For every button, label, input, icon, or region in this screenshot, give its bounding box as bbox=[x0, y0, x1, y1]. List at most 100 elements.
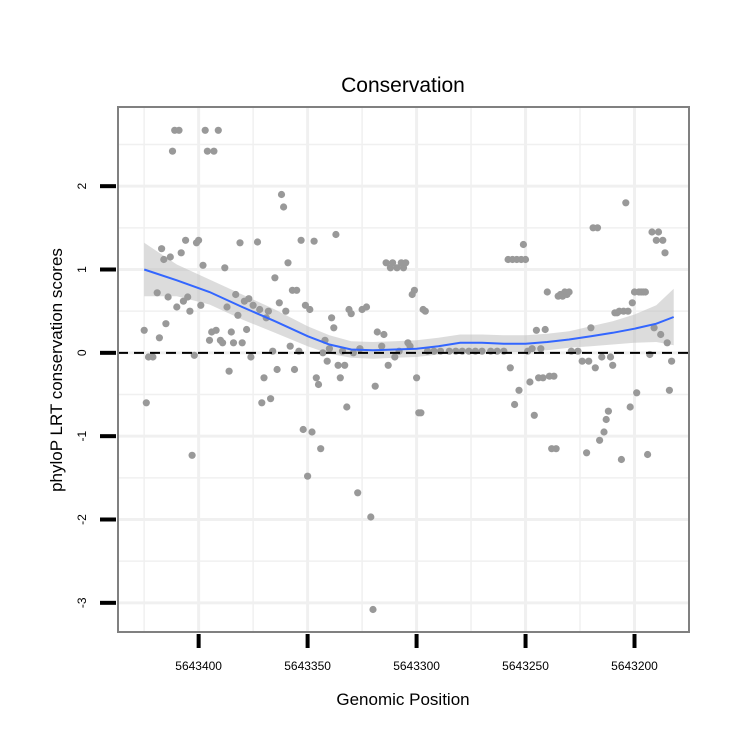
data-point bbox=[223, 303, 231, 311]
data-point bbox=[219, 339, 227, 347]
smooth-line bbox=[143, 268, 675, 352]
data-point bbox=[173, 303, 181, 311]
data-point bbox=[188, 451, 196, 459]
data-point bbox=[626, 403, 634, 411]
y-axis-title: phyloP LRT conservation scores bbox=[47, 248, 66, 492]
data-point bbox=[356, 345, 364, 353]
data-point bbox=[606, 353, 615, 361]
chart-title: Conservation bbox=[341, 74, 465, 97]
data-point bbox=[258, 399, 266, 407]
data-point bbox=[583, 449, 591, 457]
y-axis: 2 1 0 -1 -2 -3 bbox=[75, 183, 116, 608]
data-point bbox=[641, 288, 650, 296]
data-point bbox=[382, 259, 390, 267]
data-point bbox=[155, 334, 163, 342]
data-point bbox=[195, 236, 203, 244]
data-point bbox=[236, 239, 244, 247]
data-point bbox=[277, 190, 286, 199]
data-point bbox=[578, 357, 586, 365]
data-point bbox=[256, 305, 264, 314]
data-point bbox=[430, 347, 438, 355]
data-point bbox=[310, 237, 318, 245]
data-point bbox=[229, 339, 238, 347]
data-point bbox=[354, 489, 362, 497]
data-point bbox=[628, 299, 636, 307]
data-point bbox=[184, 293, 192, 301]
x-tick-label: 5643250 bbox=[502, 659, 549, 673]
data-point bbox=[293, 286, 301, 294]
data-point bbox=[624, 307, 632, 315]
x-tick-label: 5643200 bbox=[611, 659, 658, 673]
data-point bbox=[164, 293, 172, 301]
data-point bbox=[539, 374, 547, 382]
data-point bbox=[160, 255, 168, 264]
data-point bbox=[341, 361, 349, 369]
data-point bbox=[410, 286, 418, 294]
data-point bbox=[521, 255, 530, 264]
data-point bbox=[286, 342, 294, 350]
data-point bbox=[380, 330, 388, 339]
data-point bbox=[334, 361, 342, 369]
data-point bbox=[197, 301, 205, 309]
data-point bbox=[190, 351, 198, 359]
data-point bbox=[299, 425, 307, 434]
y-tick-label: 0 bbox=[75, 349, 89, 356]
data-point bbox=[602, 415, 610, 424]
data-point bbox=[663, 339, 671, 347]
confidence-band bbox=[144, 242, 674, 359]
data-point bbox=[203, 147, 211, 155]
data-point bbox=[158, 245, 166, 253]
data-point bbox=[243, 325, 251, 334]
data-point bbox=[227, 328, 235, 336]
data-point bbox=[140, 326, 148, 334]
data-point bbox=[201, 126, 209, 134]
data-point bbox=[271, 274, 279, 282]
data-point bbox=[214, 126, 222, 134]
data-point bbox=[284, 259, 292, 267]
data-point bbox=[389, 259, 397, 267]
data-point bbox=[166, 253, 174, 261]
grid-lines bbox=[118, 107, 690, 632]
data-point bbox=[530, 411, 538, 419]
data-point bbox=[312, 374, 320, 382]
data-point bbox=[668, 357, 676, 365]
data-point bbox=[537, 345, 545, 353]
data-point bbox=[186, 307, 194, 315]
data-point bbox=[306, 305, 314, 314]
data-point bbox=[550, 372, 558, 380]
data-point bbox=[267, 395, 275, 403]
data-point bbox=[234, 311, 242, 319]
data-point bbox=[362, 303, 371, 311]
data-point bbox=[212, 326, 220, 334]
data-point bbox=[317, 445, 325, 453]
data-point bbox=[413, 374, 421, 382]
x-axis: 5643400 5643350 5643300 5643250 5643200 bbox=[175, 634, 658, 673]
data-point bbox=[205, 336, 214, 344]
data-point bbox=[290, 365, 299, 374]
data-point bbox=[665, 386, 674, 394]
data-point bbox=[182, 236, 190, 244]
y-tick-label: -3 bbox=[75, 597, 89, 608]
x-tick-label: 5643350 bbox=[284, 659, 331, 673]
data-point bbox=[142, 399, 150, 407]
data-point bbox=[598, 353, 606, 361]
data-point bbox=[526, 378, 534, 386]
data-point bbox=[325, 345, 333, 353]
y-tick-label: -2 bbox=[75, 514, 89, 525]
data-point bbox=[332, 230, 340, 239]
data-point bbox=[378, 342, 386, 350]
data-point bbox=[421, 307, 429, 315]
data-point bbox=[323, 357, 331, 365]
data-point bbox=[622, 199, 630, 207]
data-point bbox=[225, 367, 233, 375]
data-point bbox=[280, 203, 288, 211]
data-point bbox=[238, 339, 246, 347]
data-point bbox=[349, 349, 357, 357]
data-point bbox=[245, 295, 253, 303]
data-point bbox=[587, 324, 595, 332]
data-point bbox=[384, 361, 392, 369]
data-point bbox=[510, 400, 519, 409]
data-point bbox=[162, 320, 170, 328]
data-point bbox=[519, 240, 528, 249]
data-point bbox=[328, 314, 336, 322]
